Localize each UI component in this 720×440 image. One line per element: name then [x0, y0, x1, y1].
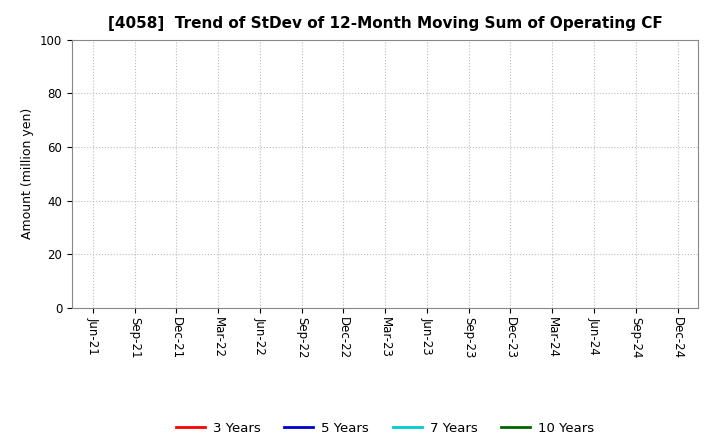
Y-axis label: Amount (million yen): Amount (million yen) — [22, 108, 35, 239]
Title: [4058]  Trend of StDev of 12-Month Moving Sum of Operating CF: [4058] Trend of StDev of 12-Month Moving… — [108, 16, 662, 32]
Legend: 3 Years, 5 Years, 7 Years, 10 Years: 3 Years, 5 Years, 7 Years, 10 Years — [171, 417, 600, 440]
